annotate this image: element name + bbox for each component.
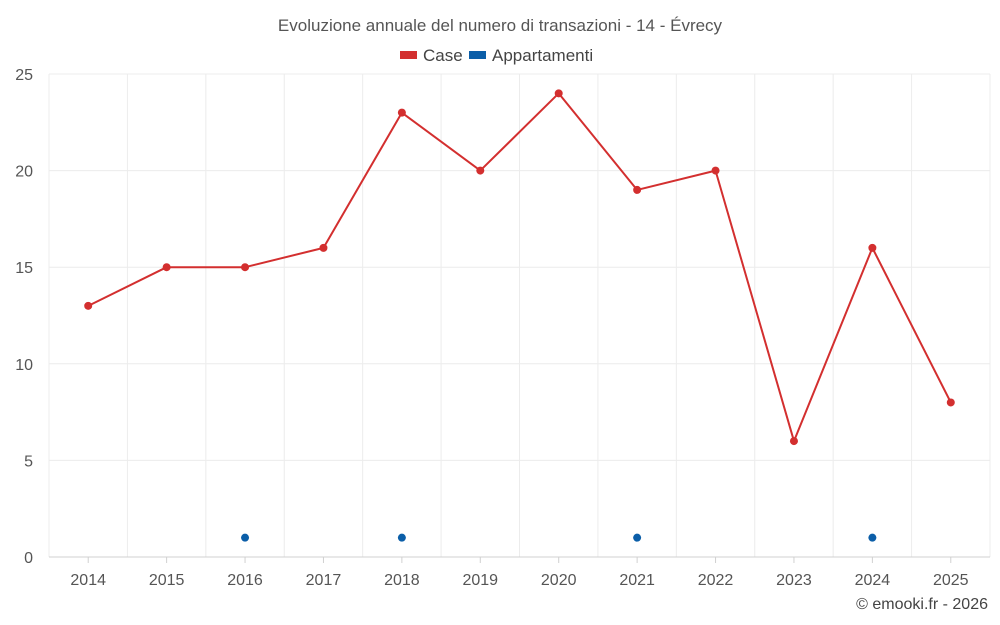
- data-point-case-2016[interactable]: [241, 263, 250, 272]
- x-tick-label: 2018: [384, 572, 420, 589]
- x-tick-label: 2021: [619, 572, 655, 589]
- y-tick-label: 15: [15, 260, 33, 277]
- series-layer: [84, 89, 955, 542]
- data-point-case-2022[interactable]: [711, 166, 720, 175]
- x-tick-label: 2015: [149, 572, 185, 589]
- data-point-appartamenti-2021[interactable]: [633, 533, 642, 542]
- credit-text: © emooki.fr - 2026: [856, 596, 988, 613]
- data-point-case-2019[interactable]: [476, 166, 485, 175]
- grid-layer: [48, 73, 991, 557]
- chart-title: Evoluzione annuale del numero di transaz…: [278, 16, 723, 35]
- x-tick-label: 2025: [933, 572, 969, 589]
- x-tick-label: 2022: [698, 572, 734, 589]
- y-tick-label: 20: [15, 164, 33, 181]
- legend-swatch: [400, 51, 417, 59]
- legend-label: Appartamenti: [492, 46, 593, 65]
- x-tick-label: 2016: [227, 572, 263, 589]
- x-tick-label: 2020: [541, 572, 577, 589]
- x-tick-label: 2017: [306, 572, 342, 589]
- y-tick-label: 0: [24, 550, 33, 567]
- legend-swatch: [469, 51, 486, 59]
- data-point-appartamenti-2016[interactable]: [241, 533, 250, 542]
- x-tick-label: 2023: [776, 572, 812, 589]
- legend[interactable]: Case Appartamenti: [400, 46, 593, 65]
- x-tick-label: 2014: [70, 572, 106, 589]
- data-point-case-2024[interactable]: [868, 243, 877, 252]
- data-point-case-2015[interactable]: [162, 263, 171, 272]
- series-line-case: [87, 92, 952, 443]
- data-point-case-2021[interactable]: [633, 185, 642, 194]
- data-point-appartamenti-2024[interactable]: [868, 533, 877, 542]
- y-tick-label: 10: [15, 357, 33, 374]
- data-point-case-2017[interactable]: [319, 243, 328, 252]
- y-tick-label: 25: [15, 67, 33, 84]
- legend-item-case[interactable]: Case: [400, 46, 463, 65]
- legend-label: Case: [423, 46, 463, 65]
- x-tick-label: 2019: [462, 572, 498, 589]
- data-point-case-2020[interactable]: [554, 89, 563, 98]
- data-point-appartamenti-2018[interactable]: [397, 533, 406, 542]
- data-point-case-2025[interactable]: [946, 398, 955, 407]
- y-tick-label: 5: [24, 453, 33, 470]
- legend-item-appartamenti[interactable]: Appartamenti: [469, 46, 593, 65]
- data-point-case-2018[interactable]: [397, 108, 406, 117]
- data-point-case-2023[interactable]: [789, 437, 798, 446]
- x-tick-label: 2024: [855, 572, 891, 589]
- data-point-case-2014[interactable]: [84, 301, 93, 310]
